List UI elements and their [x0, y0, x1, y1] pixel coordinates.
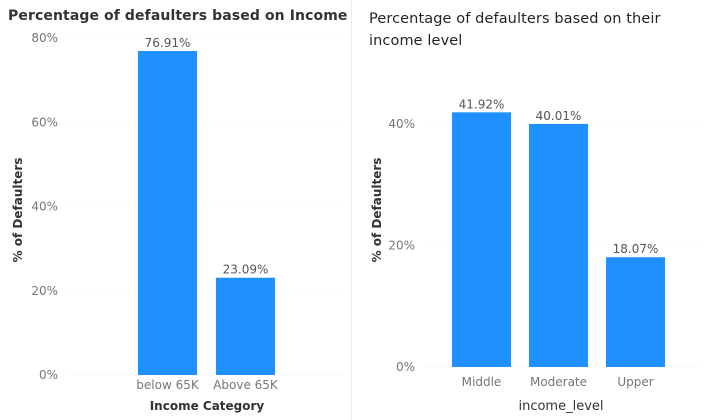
x-axis-title: income_level — [518, 399, 603, 414]
x-axis-title: Income Category — [150, 399, 265, 413]
data-label: 18.07% — [613, 242, 659, 256]
y-tick-label: 0% — [39, 368, 58, 382]
y-tick-label: 40% — [388, 117, 415, 131]
x-category-label: Middle — [462, 375, 502, 389]
y-tick-label: 60% — [31, 115, 58, 129]
data-label: 40.01% — [536, 109, 582, 123]
bar-below-65k — [138, 51, 197, 375]
x-category-label: Upper — [617, 375, 653, 389]
data-label: 76.91% — [145, 36, 191, 50]
x-category-label: Moderate — [530, 375, 587, 389]
data-label: 41.92% — [459, 97, 505, 111]
y-axis-title: % of Defaulters — [11, 158, 25, 263]
x-category-label: below 65K — [136, 378, 200, 392]
panel-divider — [351, 0, 352, 420]
chart-title: Percentage of defaulters based on their … — [369, 11, 661, 49]
y-tick-label: 80% — [31, 31, 58, 45]
y-tick-label: 20% — [31, 284, 58, 298]
bar-moderate — [529, 123, 588, 368]
y-tick-label: 20% — [388, 239, 415, 253]
y-axis-title: % of Defaulters — [370, 158, 384, 263]
chart-title: Percentage of defaulters based on Income — [8, 8, 348, 24]
data-label: 23.09% — [223, 263, 269, 277]
bar-chart-income-category: 0% 20% 40% 60% 80% 76.91% below 65K 23.09% Above… — [11, 31, 345, 413]
y-tick-label: 0% — [396, 360, 415, 374]
bar-middle — [452, 112, 511, 367]
bar-above-65k — [216, 277, 275, 375]
y-tick-label: 40% — [31, 200, 58, 214]
bar-chart-income-level: 0% 20% 40% 41.92% Middle 40.01% Moderate 18.07%… — [370, 97, 701, 414]
bar-upper — [606, 257, 665, 367]
x-category-label: Above 65K — [213, 378, 279, 392]
chart-panel-income-category: Percentage of defaulters based on Income… — [0, 0, 352, 420]
chart-panel-income-level: Percentage of defaulters based on their … — [353, 0, 707, 420]
